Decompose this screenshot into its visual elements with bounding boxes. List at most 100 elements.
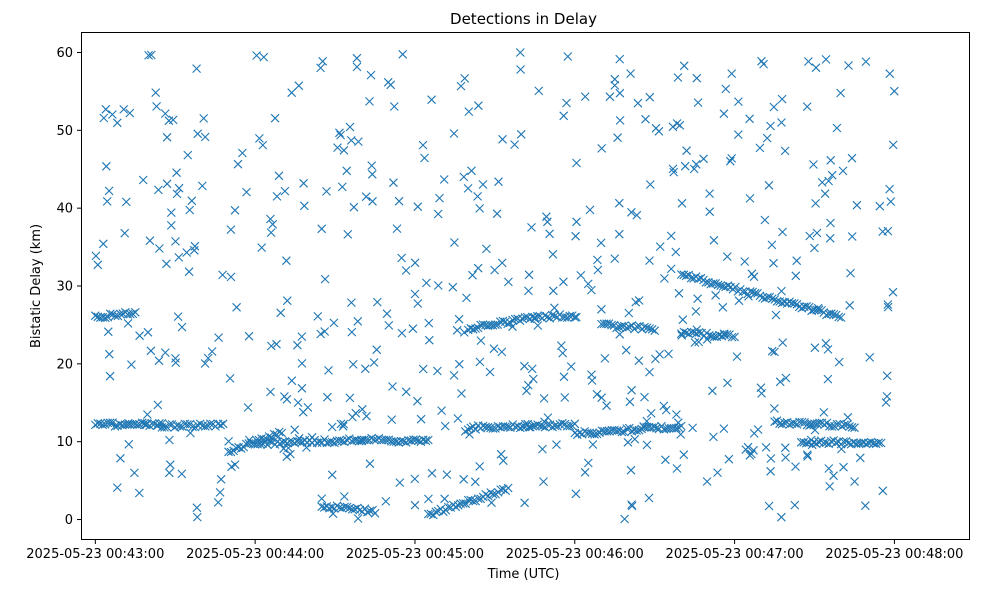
detection-point <box>632 322 642 331</box>
detection-point <box>165 420 174 429</box>
detection-point <box>723 378 732 388</box>
detection-point <box>781 373 791 383</box>
detection-point <box>458 499 468 508</box>
detection-point <box>587 285 596 295</box>
detection-point <box>431 507 441 517</box>
detection-point <box>320 327 330 336</box>
detection-point <box>485 367 495 377</box>
detection-point <box>494 177 503 187</box>
detection-point <box>287 376 297 386</box>
detection-point <box>623 437 633 447</box>
detection-point <box>885 184 894 194</box>
detection-point <box>763 292 772 302</box>
detection-point <box>496 449 506 459</box>
detection-point <box>812 228 822 238</box>
detection-point <box>718 302 728 312</box>
detection-point <box>448 282 458 292</box>
detection-point <box>747 269 757 279</box>
detection-point <box>846 268 855 278</box>
detection-point <box>286 449 295 459</box>
detection-point <box>401 266 411 275</box>
detection-point <box>604 319 614 328</box>
detection-point <box>668 122 678 132</box>
detection-point <box>585 205 595 215</box>
detection-point <box>110 422 120 431</box>
detection-point <box>596 238 606 248</box>
detection-point <box>845 422 854 431</box>
detection-point <box>226 272 236 282</box>
detection-point <box>836 88 845 98</box>
detection-point <box>755 143 765 153</box>
detection-point <box>792 256 802 266</box>
detection-point <box>655 242 665 251</box>
detection-point <box>811 63 821 73</box>
detection-point <box>624 322 634 332</box>
detection-point <box>101 104 111 114</box>
detection-point <box>671 247 681 257</box>
detection-point <box>280 186 290 196</box>
detection-point <box>146 50 156 60</box>
detection-point <box>497 258 507 268</box>
detection-point <box>408 324 418 334</box>
detection-point <box>337 503 347 513</box>
detection-point <box>860 501 870 511</box>
detection-point <box>422 278 431 288</box>
detection-point <box>433 366 442 376</box>
detection-point <box>674 288 684 298</box>
detection-point <box>645 180 655 189</box>
detection-point <box>764 501 774 511</box>
x-tick-label: 2025-05-23 00:46:00 <box>506 547 644 562</box>
detection-point <box>510 140 519 149</box>
detection-point <box>338 421 348 431</box>
detection-point <box>112 483 122 492</box>
detection-point <box>810 243 819 253</box>
detection-point <box>550 303 559 313</box>
detection-point <box>672 410 681 419</box>
detection-point <box>587 376 597 385</box>
detection-point <box>345 393 355 403</box>
detection-point <box>427 468 437 478</box>
detection-point <box>468 324 478 334</box>
y-tick-label: 10 <box>56 435 73 450</box>
detection-point <box>244 331 254 341</box>
detection-point <box>413 202 423 212</box>
y-tick-label: 30 <box>56 280 73 295</box>
detection-point <box>538 421 547 431</box>
detection-point <box>721 84 731 94</box>
detection-point <box>336 130 345 140</box>
detection-point <box>580 92 590 101</box>
detection-point <box>655 350 664 359</box>
detection-point <box>199 114 209 123</box>
detection-point <box>781 453 790 462</box>
detection-point <box>152 102 161 111</box>
detection-point <box>876 438 886 448</box>
detection-point <box>811 199 820 208</box>
detection-point <box>778 227 787 237</box>
detection-point <box>410 474 420 484</box>
detection-point <box>592 429 602 439</box>
detection-point <box>365 459 375 469</box>
detection-point <box>318 56 328 66</box>
detection-point <box>583 279 593 289</box>
detection-point <box>516 129 526 139</box>
detection-point <box>522 386 531 396</box>
detection-point <box>335 128 344 138</box>
detection-point <box>166 208 176 217</box>
detection-point <box>182 248 192 257</box>
detection-point <box>693 98 703 107</box>
detection-point <box>666 231 676 241</box>
detection-point <box>215 488 225 497</box>
detection-point <box>821 438 831 448</box>
detection-point <box>570 312 580 322</box>
detection-point <box>360 364 370 374</box>
detection-point <box>889 86 899 96</box>
detection-point <box>583 458 593 468</box>
detection-point <box>731 282 740 292</box>
y-tick-label: 20 <box>56 357 73 372</box>
detection-point <box>154 185 163 195</box>
detection-point <box>307 432 317 442</box>
detection-point <box>839 462 848 472</box>
detection-point <box>836 313 846 322</box>
detection-point <box>160 109 170 118</box>
detection-point <box>389 178 398 188</box>
